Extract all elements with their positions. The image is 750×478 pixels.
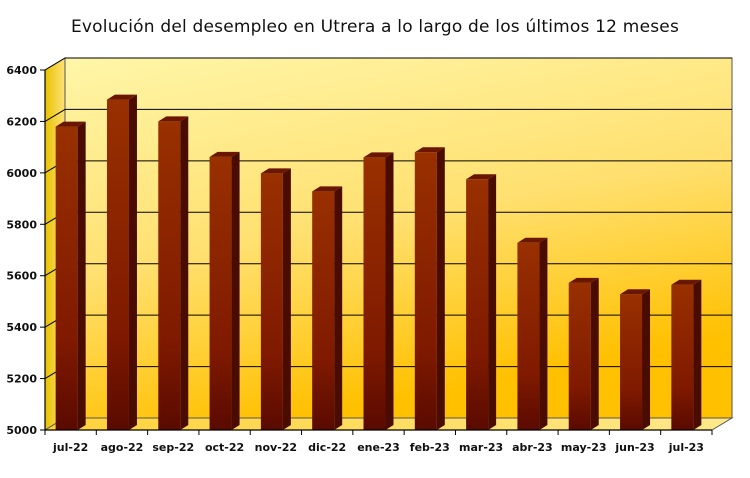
bar xyxy=(568,277,599,430)
bar-side xyxy=(488,174,497,430)
y-tick-label: 5200 xyxy=(6,373,37,386)
bar-front xyxy=(414,152,437,431)
bar-front xyxy=(568,282,591,430)
bar-front xyxy=(158,121,181,430)
bar-front xyxy=(312,191,335,430)
bar-front xyxy=(466,179,489,430)
bars xyxy=(55,94,702,431)
bar xyxy=(106,94,137,431)
bar-front xyxy=(620,294,643,430)
x-tick-label: dic-22 xyxy=(308,441,346,454)
bar-side xyxy=(180,116,189,430)
bar xyxy=(312,186,343,430)
bar-side xyxy=(539,237,548,430)
bar xyxy=(260,168,291,430)
bar-side xyxy=(436,147,445,431)
bar-top xyxy=(106,94,137,100)
bar-side xyxy=(334,186,343,430)
bar-side xyxy=(128,94,137,431)
bar xyxy=(466,174,497,430)
bar-top xyxy=(671,279,702,285)
x-tick-label: abr-23 xyxy=(512,441,553,454)
chart-title: Evolución del desempleo en Utrera a lo l… xyxy=(70,17,679,37)
x-tick-label: nov-22 xyxy=(255,441,297,454)
bar-top xyxy=(55,121,86,127)
bar-top xyxy=(260,168,291,174)
x-tick-label: mar-23 xyxy=(459,441,503,454)
bar-side xyxy=(642,289,651,430)
bar xyxy=(363,152,394,430)
bar xyxy=(671,279,702,430)
bar-top xyxy=(312,186,343,192)
y-tick-label: 6000 xyxy=(6,167,37,180)
x-tick-label: jul-23 xyxy=(668,441,704,454)
bar-top xyxy=(517,237,548,243)
x-tick-label: ene-23 xyxy=(357,441,400,454)
y-tick-label: 5400 xyxy=(6,321,37,334)
x-tick-label: feb-23 xyxy=(410,441,450,454)
x-tick-label: jul-22 xyxy=(52,441,88,454)
bar-front xyxy=(517,242,540,430)
x-tick-label: may-23 xyxy=(561,441,607,454)
x-tick-label: sep-22 xyxy=(152,441,194,454)
y-tick-label: 6200 xyxy=(6,115,37,128)
bar-top xyxy=(466,174,497,180)
bar-front xyxy=(106,99,129,431)
bar xyxy=(158,116,189,430)
bar-front xyxy=(260,173,283,430)
y-tick-label: 6400 xyxy=(6,64,37,77)
bar-side xyxy=(590,277,599,430)
bar-top xyxy=(620,289,651,295)
bar-side xyxy=(231,151,240,430)
bar-side xyxy=(693,279,702,430)
x-tick-label: jun-23 xyxy=(614,441,654,454)
bar xyxy=(414,147,445,431)
x-tick-label: oct-22 xyxy=(205,441,244,454)
y-tick-label: 5800 xyxy=(6,218,37,231)
y-tick-label: 5600 xyxy=(6,270,37,283)
bar-front xyxy=(671,284,694,430)
bar-top xyxy=(363,152,394,158)
bar-top xyxy=(568,277,599,283)
y-axis: 5000 5200 5400 5600 5800 6000 6200 6400 xyxy=(6,64,46,437)
bar-front xyxy=(55,126,78,431)
bar-top xyxy=(209,151,240,157)
bar xyxy=(55,121,86,431)
bar-side xyxy=(77,121,86,431)
gridline-side xyxy=(44,57,66,71)
bar-side xyxy=(385,152,394,430)
bar-side xyxy=(282,168,291,430)
bar xyxy=(620,289,651,430)
bar-top xyxy=(158,116,189,122)
bar xyxy=(209,151,240,430)
y-tick-label: 5000 xyxy=(6,424,37,437)
gridline-side xyxy=(44,108,66,122)
bar-front xyxy=(363,157,386,430)
bar xyxy=(517,237,548,430)
bar-front xyxy=(209,156,232,430)
x-tick-label: ago-22 xyxy=(101,441,144,454)
bar-top xyxy=(414,147,445,153)
x-axis: jul-22 ago-22 sep-22 oct-22 nov-22 dic-22 ene-… xyxy=(44,429,713,454)
